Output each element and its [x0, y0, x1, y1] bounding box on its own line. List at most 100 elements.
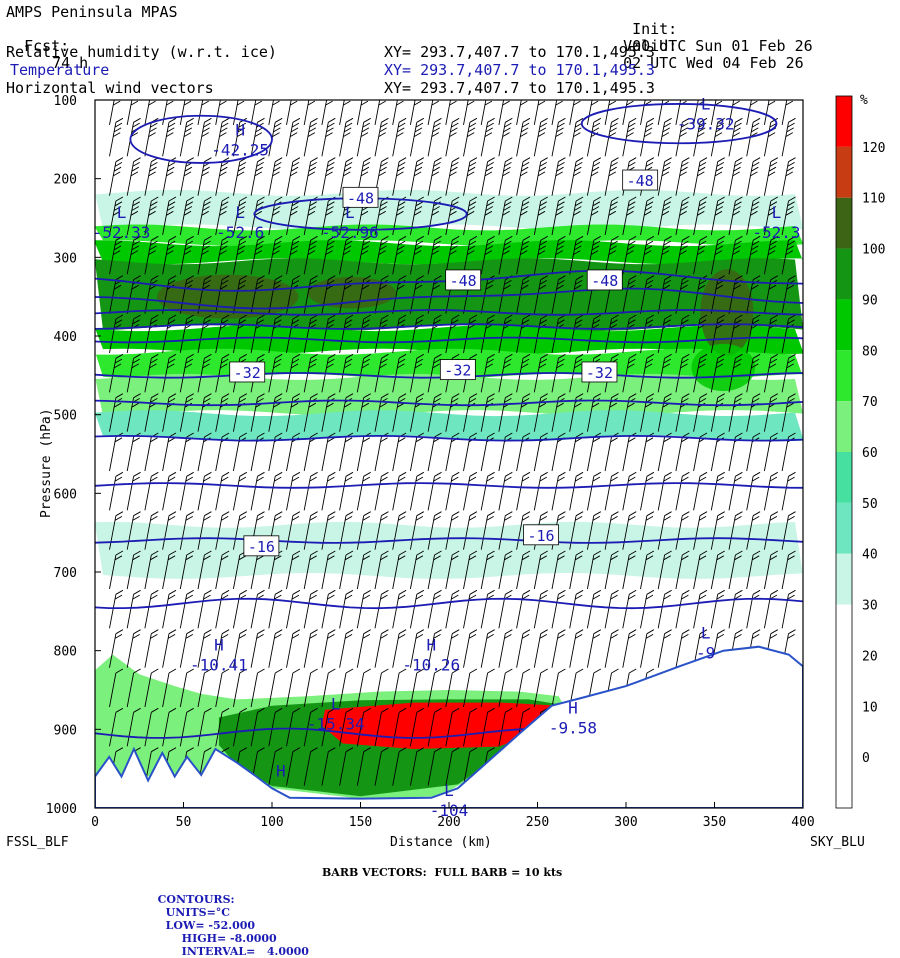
- wind-barb: [409, 747, 425, 786]
- colorbar-segment: [836, 299, 852, 351]
- wind-barb: [286, 589, 301, 629]
- wind-barb: [179, 196, 194, 236]
- low-marker: L-52.33: [93, 203, 151, 242]
- contour-label: -48: [622, 169, 659, 191]
- y-tick-label: 200: [54, 173, 77, 188]
- wind-barb: [339, 235, 354, 275]
- wind-barb: [215, 196, 230, 236]
- wind-barb: [693, 117, 708, 157]
- wind-barb: [675, 393, 690, 432]
- wind-barb: [622, 393, 637, 432]
- wind-barb: [339, 432, 354, 472]
- wind-barb: [463, 196, 478, 236]
- init-value: 00 UTC Sun 01 Feb 26: [632, 37, 813, 55]
- wind-barb: [569, 157, 584, 196]
- wind-barb: [693, 589, 708, 629]
- wind-barb: [162, 589, 177, 629]
- wind-barb: [445, 550, 460, 590]
- y-tick-label: 600: [54, 487, 77, 502]
- colorbar-label: 50: [862, 497, 878, 512]
- wind-barb: [109, 511, 124, 550]
- wind-barb: [144, 511, 159, 550]
- wind-barb: [268, 314, 283, 354]
- wind-barb: [321, 668, 336, 708]
- wind-barb: [640, 629, 655, 668]
- wind-barb: [109, 471, 124, 511]
- wind-barb: [675, 196, 690, 236]
- wind-barb: [710, 393, 725, 432]
- hl-value: -52.96: [321, 223, 379, 242]
- wind-barb: [781, 275, 796, 314]
- wind-barb: [445, 117, 460, 157]
- wind-barb: [445, 707, 460, 747]
- wind-barb: [215, 707, 230, 747]
- wind-barb: [480, 589, 495, 629]
- hl-value: -9: [696, 644, 715, 663]
- contour-label-box: [581, 361, 618, 383]
- wind-barb: [516, 235, 531, 275]
- wind-barb: [427, 629, 442, 668]
- wind-barb: [586, 550, 602, 590]
- terrain-layer: [95, 645, 803, 808]
- wind-barb: [232, 707, 248, 747]
- wind-barb: [144, 668, 159, 708]
- wind-barb: [356, 100, 369, 125]
- wind-barb: [604, 550, 619, 590]
- temperature-contour-closed: [580, 103, 778, 145]
- hl-value: -10.26: [402, 656, 460, 675]
- wind-barb: [445, 668, 460, 708]
- wind-barb: [339, 668, 354, 708]
- rh-colorbar: 0 10 20 30 40 50 60 70 80 90 100 110 120: [835, 95, 885, 809]
- wind-barb: [640, 100, 652, 125]
- wind-barb: [604, 117, 619, 157]
- wind-barb: [250, 393, 265, 432]
- wind-barb: [693, 550, 708, 590]
- wind-barb: [356, 275, 371, 314]
- wind-barb: [197, 157, 212, 196]
- rh-blob: [700, 269, 754, 356]
- wind-barb: [551, 100, 563, 125]
- wind-barb: [746, 117, 761, 157]
- wind-barb: [516, 314, 531, 354]
- x-axis-title: Distance (km): [390, 835, 492, 850]
- contour-legend-low: LOW= -52.000: [165, 919, 256, 932]
- wind-barb: [215, 314, 230, 354]
- wind-barb: [374, 275, 389, 314]
- wind-barb: [144, 393, 159, 432]
- wind-barb: [126, 471, 141, 511]
- wind-barb: [179, 275, 194, 314]
- wind-barb: [109, 668, 124, 708]
- high-marker: H-10.41: [190, 636, 248, 675]
- low-marker: L-15.34: [307, 695, 365, 734]
- y-tick-label: 800: [54, 645, 77, 660]
- wind-barb: [286, 157, 301, 196]
- y-tick-label: 300: [54, 251, 77, 266]
- valid-label: Valid:: [623, 37, 678, 55]
- temperature-contour-closed: [129, 114, 273, 164]
- wind-barb: [728, 471, 743, 511]
- wind-barb: [657, 275, 672, 314]
- wind-barb: [622, 629, 637, 668]
- wind-barb: [268, 589, 283, 629]
- wind-barb: [109, 100, 121, 125]
- wind-barb: [693, 100, 705, 125]
- wind-barb: [268, 235, 283, 275]
- contour-label-box: [229, 361, 266, 383]
- contour-label: -32: [439, 359, 476, 381]
- y-tick-label: 1000: [46, 802, 77, 817]
- wind-barb: [781, 100, 794, 125]
- x-tick-label: 300: [614, 815, 637, 830]
- wind-barb: [746, 157, 761, 196]
- x-tick-label: 0: [91, 815, 99, 830]
- wind-barb: [675, 117, 690, 157]
- wind-barb: [480, 550, 495, 590]
- temperature-contour: [95, 323, 803, 330]
- temperature-contour: [95, 434, 803, 442]
- wind-barb: [533, 157, 548, 196]
- hl-mark: L: [235, 203, 245, 222]
- wind-barb: [232, 471, 248, 511]
- wind-barb: [657, 353, 672, 393]
- wind-barb: [321, 117, 336, 157]
- wind-barb: [746, 235, 761, 275]
- wind-barb: [162, 117, 177, 157]
